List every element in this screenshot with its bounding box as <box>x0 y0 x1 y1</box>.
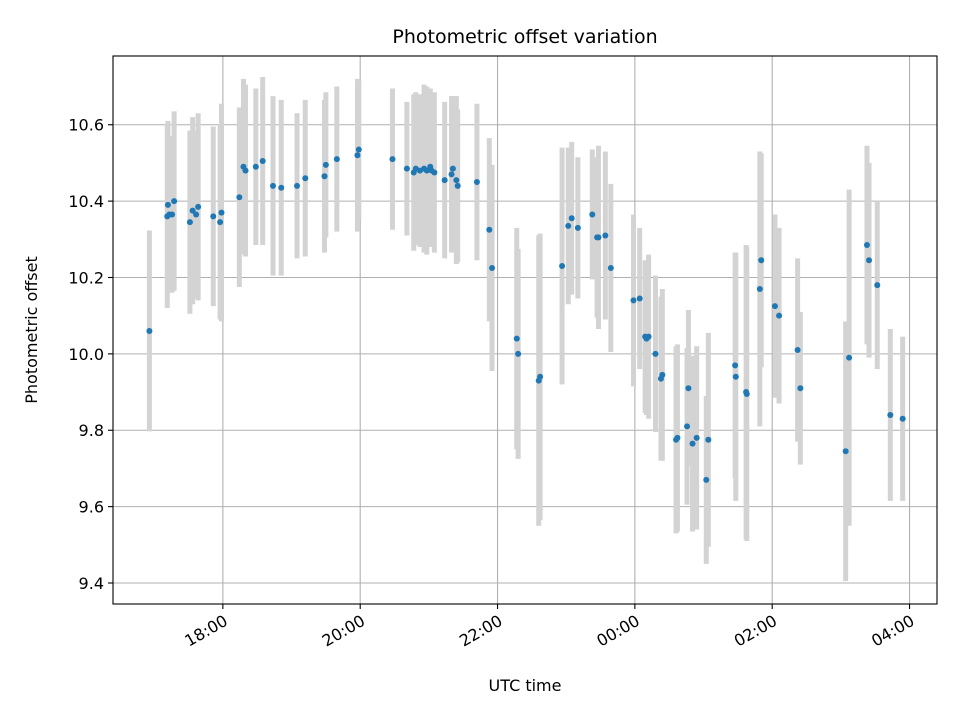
data-point <box>703 476 710 483</box>
y-tick-label: 10.0 <box>68 345 104 364</box>
data-point <box>756 285 763 292</box>
data-point <box>589 211 596 218</box>
data-point <box>449 165 456 172</box>
data-point <box>866 257 873 264</box>
data-point <box>732 362 739 369</box>
data-point <box>242 167 249 174</box>
data-point <box>659 371 666 378</box>
data-point <box>186 219 193 226</box>
y-tick-label: 10.6 <box>68 116 104 135</box>
data-point <box>705 436 712 443</box>
data-point <box>689 440 696 447</box>
data-point <box>217 219 224 226</box>
data-point <box>565 222 572 229</box>
data-point <box>645 333 652 340</box>
data-point <box>431 169 438 176</box>
data-point <box>758 257 765 264</box>
data-point <box>448 171 455 178</box>
data-point <box>193 211 200 218</box>
data-point <box>568 215 575 222</box>
data-point <box>489 264 496 271</box>
data-point <box>743 390 750 397</box>
data-point <box>636 295 643 302</box>
y-tick-label: 9.6 <box>79 498 104 517</box>
data-point <box>403 165 410 172</box>
data-point <box>302 175 309 182</box>
data-point <box>236 194 243 201</box>
data-point <box>794 347 801 354</box>
data-point <box>630 297 637 304</box>
data-point <box>602 232 609 239</box>
data-point <box>595 234 602 241</box>
data-point <box>453 177 460 184</box>
y-tick-label: 10.4 <box>68 192 104 211</box>
data-point <box>259 158 266 165</box>
data-point <box>278 184 285 191</box>
data-point <box>171 198 178 205</box>
data-point <box>294 182 301 189</box>
data-point <box>846 354 853 361</box>
data-point <box>887 411 894 418</box>
data-point <box>899 415 906 422</box>
y-tick-label: 9.8 <box>79 421 104 440</box>
data-point <box>354 152 361 159</box>
data-point <box>537 373 544 380</box>
data-point <box>771 303 778 310</box>
plot-frame <box>112 55 938 605</box>
y-axis-label: Photometric offset <box>22 256 41 404</box>
data-point <box>685 385 692 392</box>
data-point <box>195 203 202 210</box>
data-point <box>189 207 196 214</box>
data-point <box>423 167 430 174</box>
data-point <box>169 211 176 218</box>
data-point <box>252 163 259 170</box>
data-point <box>652 350 659 357</box>
data-point <box>473 179 480 186</box>
data-point <box>684 423 691 430</box>
data-point <box>559 263 566 270</box>
data-point <box>333 156 340 163</box>
data-point <box>797 385 804 392</box>
data-point <box>218 209 225 216</box>
data-point <box>776 312 783 319</box>
data-point <box>607 264 614 271</box>
data-point <box>454 182 461 189</box>
data-point <box>322 161 329 168</box>
data-point <box>321 173 328 180</box>
data-point <box>574 224 581 231</box>
data-point <box>863 242 870 249</box>
data-point <box>674 434 681 441</box>
data-point <box>874 282 881 289</box>
data-point <box>693 434 700 441</box>
data-point <box>389 156 396 163</box>
chart-title: Photometric offset variation <box>392 26 657 48</box>
data-point <box>842 448 849 455</box>
data-point <box>441 177 448 184</box>
data-point <box>210 213 217 220</box>
data-point <box>513 335 520 342</box>
data-points <box>146 146 906 483</box>
data-point <box>164 201 171 208</box>
data-point <box>146 327 153 334</box>
data-point <box>515 350 522 357</box>
data-point <box>732 373 739 380</box>
data-point <box>269 182 276 189</box>
y-tick-label: 10.2 <box>68 268 104 287</box>
data-point <box>355 146 362 153</box>
data-point <box>486 226 493 233</box>
x-axis-label: UTC time <box>489 676 562 695</box>
y-tick-label: 9.4 <box>79 574 104 593</box>
